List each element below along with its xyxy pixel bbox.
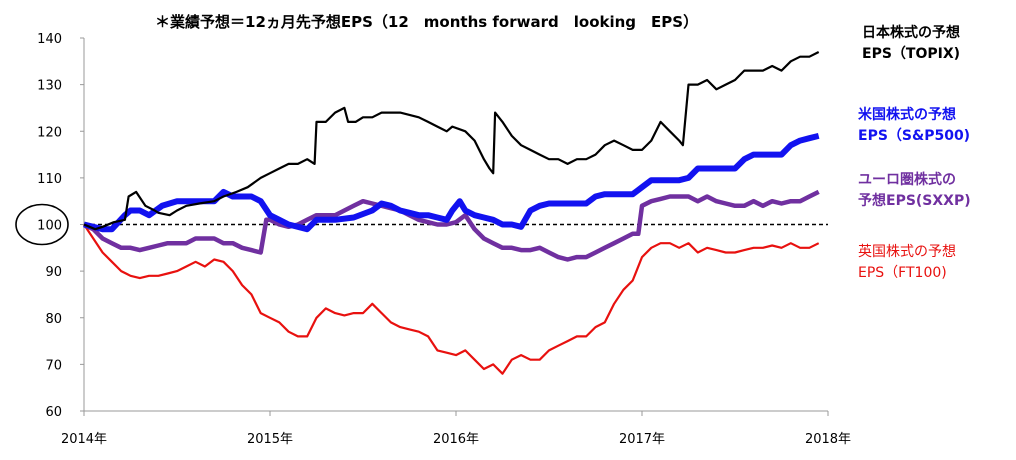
legend-us: 米国株式の予想 EPS（S&P500) <box>858 105 970 147</box>
legend-japan-line-2: EPS（TOPIX) <box>862 46 961 62</box>
series-line-eurozone <box>82 189 820 262</box>
x-tick-label: 2018年 <box>805 432 851 447</box>
legend-uk-line-1: 英国株式の予想 <box>858 244 956 260</box>
x-tick-labels: 2014年 2015年 2016年 2017年 2018年 <box>61 411 851 447</box>
legend-uk-line-2: EPS（FT100) <box>858 265 947 281</box>
series-line-us <box>83 132 820 233</box>
x-tick-label: 2014年 <box>61 432 107 447</box>
y-tick-label: 60 <box>45 405 62 420</box>
legend-eurozone-line-2: 予想EPS(SXXP) <box>858 193 971 209</box>
highlight-ellipse-100 <box>15 203 69 246</box>
series-line-japan <box>83 51 820 231</box>
y-tick-label: 70 <box>45 358 62 373</box>
y-tick-label: 80 <box>45 312 62 327</box>
legend-japan: 日本株式の予想 EPS（TOPIX) <box>862 23 960 65</box>
legend-us-line-1: 米国株式の予想 <box>858 107 956 123</box>
y-tick-label: 120 <box>37 125 62 140</box>
series-line-uk <box>83 223 820 375</box>
x-tick-label: 2017年 <box>619 432 665 447</box>
y-tick-label: 100 <box>37 219 62 234</box>
axes <box>15 38 828 412</box>
y-tick-label: 130 <box>37 79 62 94</box>
legend-eurozone-line-1: ユーロ圏株式の <box>858 172 956 188</box>
legend-uk: 英国株式の予想 EPS（FT100) <box>858 242 956 284</box>
y-tick-label: 140 <box>37 32 62 47</box>
y-tick-label: 90 <box>45 265 62 280</box>
series-lines <box>82 51 820 375</box>
legend-us-line-2: EPS（S&P500) <box>858 128 971 144</box>
y-tick-labels: 60 70 80 90 100 110 120 130 140 <box>37 32 84 420</box>
y-tick-label: 110 <box>37 172 62 187</box>
x-tick-label: 2015年 <box>247 432 293 447</box>
legend-eurozone: ユーロ圏株式の 予想EPS(SXXP) <box>858 170 971 212</box>
x-tick-label: 2016年 <box>433 432 479 447</box>
legend-japan-line-1: 日本株式の予想 <box>862 25 960 41</box>
chart-subtitle: ＊業績予想＝12ヵ月先予想EPS（12 months forward looki… <box>155 13 699 31</box>
